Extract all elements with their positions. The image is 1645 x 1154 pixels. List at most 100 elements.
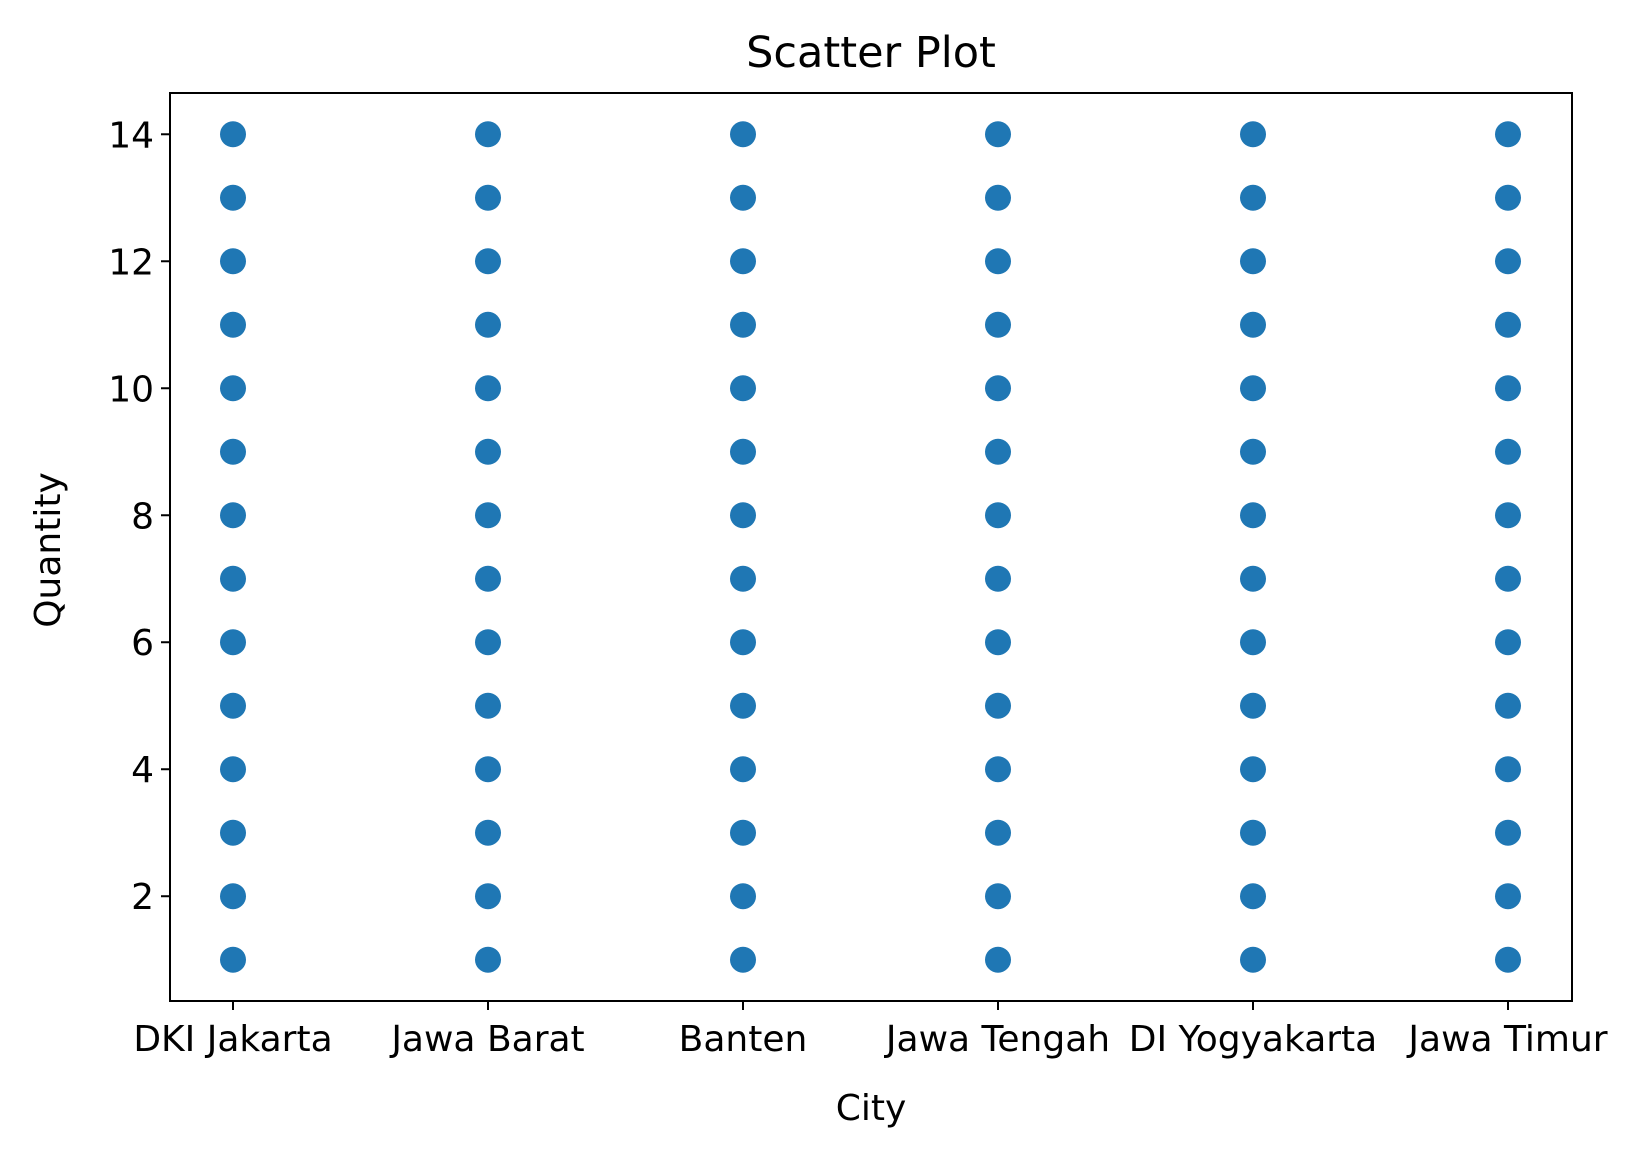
x-axis-ticks: DKI Jakarta Jawa Barat Banten Jawa Tengah DI… bbox=[133, 1001, 1608, 1060]
scatter-point bbox=[220, 438, 246, 465]
scatter-point bbox=[220, 502, 246, 529]
scatter-point bbox=[1495, 883, 1521, 910]
scatter-point bbox=[730, 375, 756, 402]
scatter-point bbox=[1495, 502, 1521, 529]
scatter-point bbox=[730, 629, 756, 656]
scatter-point bbox=[1495, 819, 1521, 846]
scatter-point bbox=[1495, 375, 1521, 402]
x-tick-label: Jawa Barat bbox=[389, 1019, 584, 1060]
scatter-point bbox=[985, 375, 1011, 402]
scatter-point bbox=[730, 692, 756, 719]
scatter-point bbox=[475, 375, 501, 402]
scatter-point bbox=[1240, 375, 1266, 402]
scatter-point bbox=[475, 248, 501, 275]
scatter-point bbox=[985, 819, 1011, 846]
scatter-point bbox=[1240, 819, 1266, 846]
scatter-point bbox=[985, 565, 1011, 592]
scatter-point bbox=[475, 184, 501, 211]
scatter-point bbox=[1495, 946, 1521, 973]
scatter-point bbox=[1240, 311, 1266, 338]
scatter-point bbox=[220, 311, 246, 338]
x-tick-label: DKI Jakarta bbox=[133, 1019, 332, 1060]
chart-title: Scatter Plot bbox=[746, 28, 996, 78]
scatter-point bbox=[730, 502, 756, 529]
scatter-point bbox=[985, 248, 1011, 275]
scatter-point bbox=[1240, 756, 1266, 783]
scatter-point bbox=[475, 692, 501, 719]
data-points bbox=[220, 121, 1521, 973]
scatter-point bbox=[475, 502, 501, 529]
plot-area-frame bbox=[169, 92, 1573, 1002]
scatter-point bbox=[1495, 311, 1521, 338]
x-tick-label: DI Yogyakarta bbox=[1129, 1019, 1377, 1060]
scatter-point bbox=[985, 502, 1011, 529]
scatter-point bbox=[730, 883, 756, 910]
scatter-point bbox=[730, 121, 756, 148]
scatter-point bbox=[1240, 184, 1266, 211]
scatter-point bbox=[1495, 248, 1521, 275]
scatter-point bbox=[220, 883, 246, 910]
scatter-point bbox=[1240, 121, 1266, 148]
y-axis-ticks: 2 4 6 8 10 12 14 bbox=[108, 115, 170, 918]
scatter-point bbox=[730, 946, 756, 973]
scatter-point bbox=[985, 629, 1011, 656]
scatter-point bbox=[985, 311, 1011, 338]
scatter-point bbox=[730, 756, 756, 783]
scatter-point bbox=[730, 248, 756, 275]
scatter-point bbox=[1240, 565, 1266, 592]
scatter-point bbox=[220, 248, 246, 275]
scatter-point bbox=[985, 883, 1011, 910]
y-tick-label: 6 bbox=[131, 623, 154, 664]
y-tick-label: 4 bbox=[131, 750, 154, 791]
x-tick-label: Banten bbox=[679, 1019, 808, 1060]
y-tick-label: 12 bbox=[108, 242, 154, 283]
scatter-point bbox=[220, 756, 246, 783]
scatter-point bbox=[220, 565, 246, 592]
scatter-point bbox=[1495, 438, 1521, 465]
scatter-point bbox=[475, 438, 501, 465]
scatter-point bbox=[985, 692, 1011, 719]
scatter-point bbox=[220, 121, 246, 148]
scatter-point bbox=[220, 692, 246, 719]
scatter-point bbox=[1495, 756, 1521, 783]
scatter-point bbox=[475, 883, 501, 910]
scatter-point bbox=[1240, 629, 1266, 656]
scatter-point bbox=[1495, 121, 1521, 148]
scatter-point bbox=[1495, 692, 1521, 719]
scatter-point bbox=[730, 438, 756, 465]
scatter-point bbox=[985, 756, 1011, 783]
scatter-point bbox=[220, 629, 246, 656]
scatter-point bbox=[985, 184, 1011, 211]
scatter-point bbox=[220, 375, 246, 402]
x-tick-label: Jawa Tengah bbox=[884, 1019, 1110, 1060]
scatter-point bbox=[475, 629, 501, 656]
scatter-point bbox=[1240, 438, 1266, 465]
scatter-point bbox=[1495, 565, 1521, 592]
y-tick-label: 14 bbox=[108, 115, 154, 156]
scatter-point bbox=[1240, 248, 1266, 275]
scatter-point bbox=[985, 946, 1011, 973]
y-tick-label: 2 bbox=[131, 877, 154, 918]
scatter-point bbox=[985, 438, 1011, 465]
scatter-point bbox=[730, 819, 756, 846]
scatter-point bbox=[1495, 184, 1521, 211]
scatter-point bbox=[475, 756, 501, 783]
scatter-point bbox=[220, 184, 246, 211]
scatter-point bbox=[1240, 883, 1266, 910]
scatter-point bbox=[1240, 692, 1266, 719]
scatter-point bbox=[475, 946, 501, 973]
scatter-point bbox=[475, 121, 501, 148]
x-axis-label: City bbox=[836, 1088, 907, 1129]
scatter-point bbox=[985, 121, 1011, 148]
y-tick-label: 10 bbox=[108, 369, 154, 410]
scatter-point bbox=[475, 311, 501, 338]
scatter-point bbox=[475, 565, 501, 592]
scatter-point bbox=[1240, 946, 1266, 973]
scatter-point bbox=[730, 311, 756, 338]
y-tick-label: 8 bbox=[131, 496, 154, 537]
scatter-point bbox=[220, 819, 246, 846]
scatter-point bbox=[730, 565, 756, 592]
scatter-point bbox=[1495, 629, 1521, 656]
